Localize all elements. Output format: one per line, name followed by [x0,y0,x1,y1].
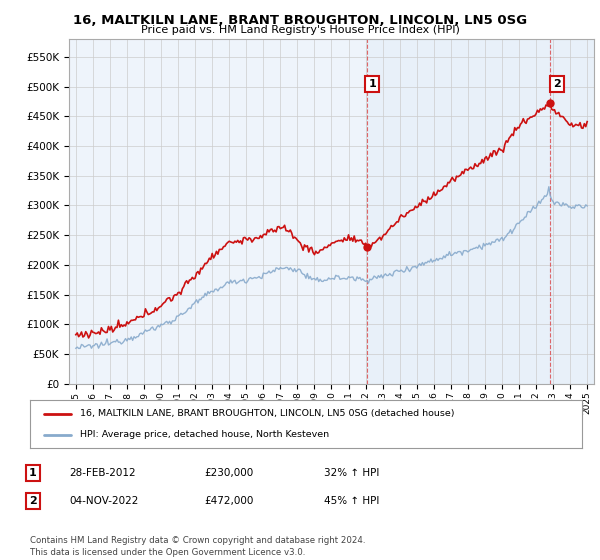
Text: HPI: Average price, detached house, North Kesteven: HPI: Average price, detached house, Nort… [80,430,329,439]
Text: £230,000: £230,000 [204,468,253,478]
Text: Contains HM Land Registry data © Crown copyright and database right 2024.
This d: Contains HM Land Registry data © Crown c… [30,536,365,557]
Text: 04-NOV-2022: 04-NOV-2022 [69,496,139,506]
Text: 16, MALTKILN LANE, BRANT BROUGHTON, LINCOLN, LN5 0SG: 16, MALTKILN LANE, BRANT BROUGHTON, LINC… [73,14,527,27]
Text: 1: 1 [29,468,37,478]
Text: 32% ↑ HPI: 32% ↑ HPI [324,468,379,478]
Text: 16, MALTKILN LANE, BRANT BROUGHTON, LINCOLN, LN5 0SG (detached house): 16, MALTKILN LANE, BRANT BROUGHTON, LINC… [80,409,454,418]
Text: 2: 2 [553,79,561,88]
Text: 45% ↑ HPI: 45% ↑ HPI [324,496,379,506]
Bar [550,39,596,384]
Text: 28-FEB-2012: 28-FEB-2012 [69,468,136,478]
Text: 1: 1 [368,79,376,88]
Text: 2: 2 [29,496,37,506]
Bar [367,39,550,384]
Text: Price paid vs. HM Land Registry's House Price Index (HPI): Price paid vs. HM Land Registry's House … [140,25,460,35]
Text: £472,000: £472,000 [204,496,253,506]
